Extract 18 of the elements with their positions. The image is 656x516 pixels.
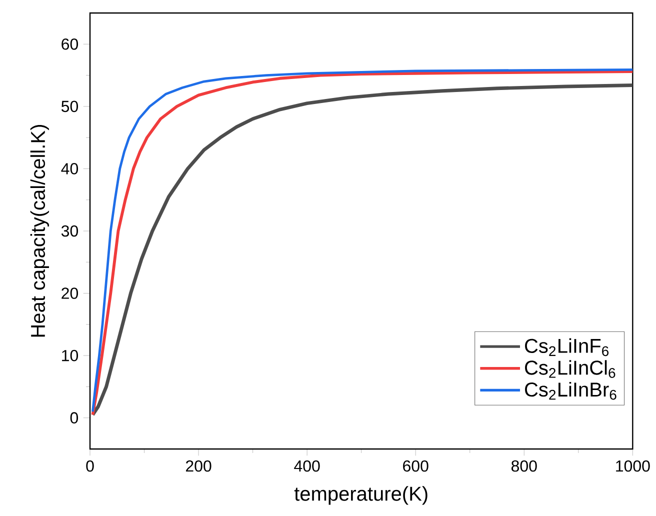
y-tick-label: 60 [62, 38, 78, 50]
y-tick-label: 20 [62, 288, 78, 299]
legend-label: Cs$_{2}$LiInF$_{6}$ [525, 338, 609, 356]
x-tick-label: 400 [294, 460, 320, 472]
y-axis-title: Heat capacity(cal/cell.K) [30, 125, 49, 337]
x-tick-label: 1000 [616, 460, 650, 472]
x-tick-label: 0 [86, 460, 94, 472]
legend-label: Cs$_{2}$LiInBr$_{6}$ [525, 382, 616, 400]
y-tick-label: 0 [70, 412, 78, 424]
y-tick-label: 10 [62, 350, 78, 362]
x-tick-label: 600 [403, 460, 428, 472]
y-tick-label: 40 [61, 163, 78, 174]
y-tick-label: 50 [61, 100, 78, 112]
y-tick-label: 30 [61, 225, 78, 237]
x-axis-title: temperature(K) [294, 486, 428, 505]
x-tick-label: 800 [511, 460, 537, 472]
legend-label: Cs$_{2}$LiInCl$_{6}$ [525, 360, 616, 378]
x-tick-label: 200 [186, 460, 212, 472]
